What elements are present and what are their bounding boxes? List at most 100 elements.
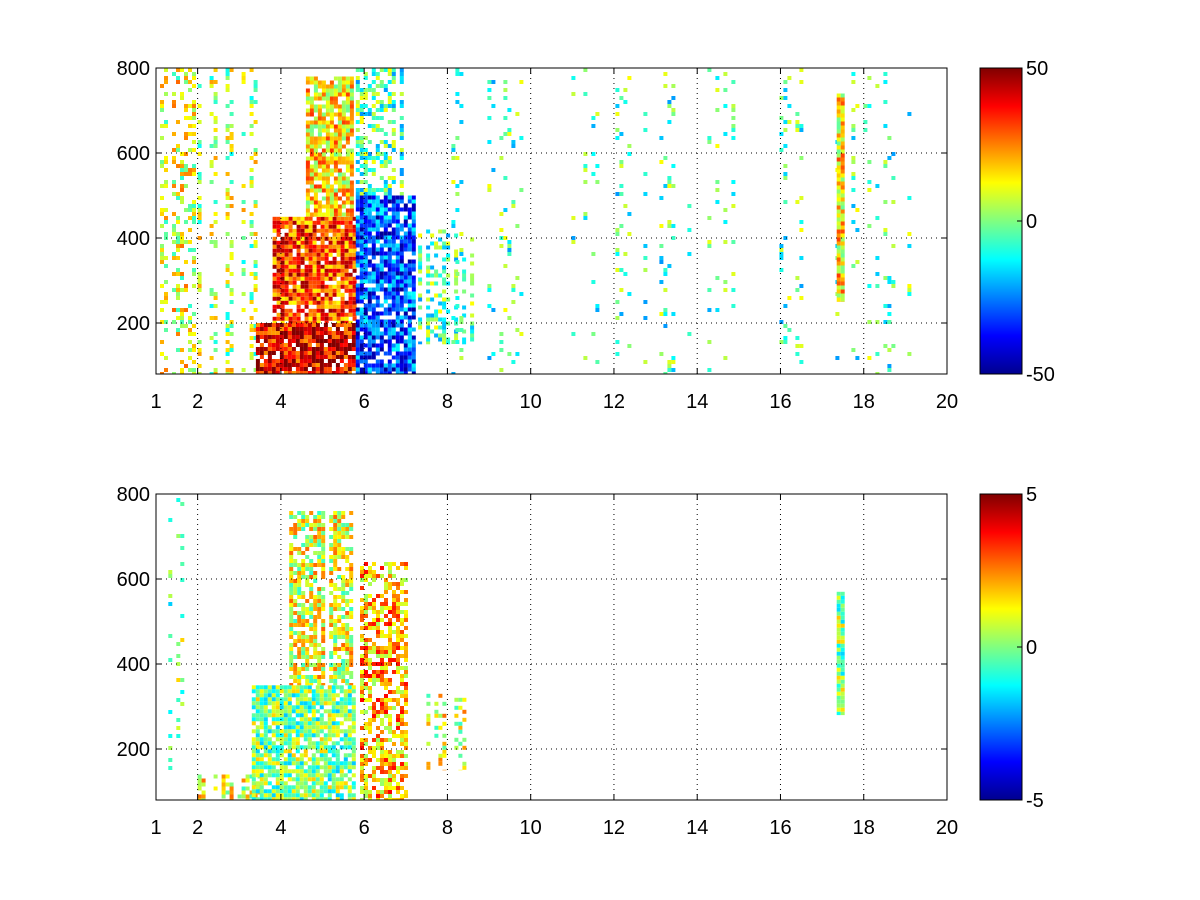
heatmap-cell [340,300,345,305]
heatmap-cell [225,72,230,76]
heatmap-cell [348,320,353,324]
heatmap-cell [253,152,258,156]
heatmap-cell [731,108,736,112]
heatmap-cell [367,291,372,296]
heatmap-cell [364,638,368,642]
heatmap-cell [287,355,292,359]
heatmap-cell [399,363,404,368]
heatmap-cell [840,109,845,114]
heatmap-cell [388,738,392,742]
heatmap-cell [301,667,306,671]
heatmap-cell [384,754,388,758]
heatmap-cell [438,757,443,762]
heatmap-cell [184,76,188,80]
heatmap-cell [160,244,164,248]
heatmap-cell [255,363,260,367]
heatmap-cell [331,765,336,770]
heatmap-cell [795,276,800,280]
heatmap-cell [836,703,841,708]
heatmap-cell [327,749,332,754]
heatmap-cell [253,240,258,244]
heatmap-cell [345,643,350,647]
heatmap-cell [407,315,412,320]
heatmap-cell [591,124,596,128]
heatmap-cell [404,650,408,654]
heatmap-cell [836,153,841,158]
heatmap-cell [836,631,841,636]
heatmap-cell [317,136,322,141]
heatmap-cell [836,197,841,202]
heatmap-cell [375,287,380,292]
heatmap-cell [160,184,164,188]
heatmap-cell [335,351,340,355]
heatmap-cell [340,276,345,281]
heatmap-cell [349,104,354,109]
heatmap-cell [487,288,492,292]
heatmap-cell [283,721,288,726]
heatmap-cell [259,343,264,347]
heatmap-cell [307,327,312,331]
heatmap-cell [355,275,360,280]
heatmap-cell [259,773,264,778]
heatmap-cell [323,773,328,778]
heatmap-cell [313,160,318,165]
heatmap-cell [442,713,447,718]
heatmap-cell [619,192,624,196]
heatmap-cell [299,343,304,347]
heatmap-cell [307,705,312,710]
heatmap-cell [271,697,276,702]
heatmap-cell [259,769,264,774]
heatmap-cell [715,108,720,112]
heatmap-cell [399,331,404,336]
heatmap-cell [292,276,297,281]
heatmap-cell [396,606,400,610]
heatmap-cell [836,591,841,596]
heatmap-cell [291,785,296,790]
heatmap-cell [300,244,305,249]
heatmap-cell [380,762,384,766]
heatmap-cell [296,304,301,309]
heatmap-cell [321,651,326,655]
heatmap-cell [715,180,720,184]
heatmap-cell [288,316,293,321]
heatmap-cell [317,208,322,213]
heatmap-cell [355,335,360,340]
heatmap-cell [337,511,342,515]
heatmap-cell [379,160,384,164]
heatmap-cell [188,340,192,344]
heatmap-cell [255,685,260,690]
heatmap-cell [309,595,314,599]
heatmap-cell [301,639,306,643]
heatmap-cell [671,312,676,316]
heatmap-cell [364,614,368,618]
heatmap-cell [335,327,340,331]
heatmap-cell [367,219,372,224]
heatmap-cell [305,172,310,177]
heatmap-cell [364,562,368,566]
heatmap-cell [303,359,308,363]
heatmap-cell [317,184,322,189]
heatmap-cell [851,72,856,76]
heatmap-cell [347,745,352,750]
heatmap-cell [355,108,360,112]
heatmap-cell [180,316,184,320]
heatmap-cell [348,216,353,221]
heatmap-cell [267,729,272,734]
heatmap-cell [379,128,384,132]
heatmap-cell [225,136,230,140]
heatmap-cell [840,245,845,250]
heatmap-cell [308,216,313,221]
heatmap-cell [351,697,356,702]
heatmap-cell [345,639,350,643]
heatmap-cell [339,765,344,770]
heatmap-cell [383,184,388,188]
heatmap-cell [280,280,285,285]
heatmap-cell [667,180,672,184]
heatmap-cell [229,136,234,140]
heatmap-cell [779,132,784,136]
heatmap-cell [349,108,354,113]
heatmap-cell [192,312,196,316]
heatmap-cell [430,241,435,246]
heatmap-cell [284,224,289,229]
